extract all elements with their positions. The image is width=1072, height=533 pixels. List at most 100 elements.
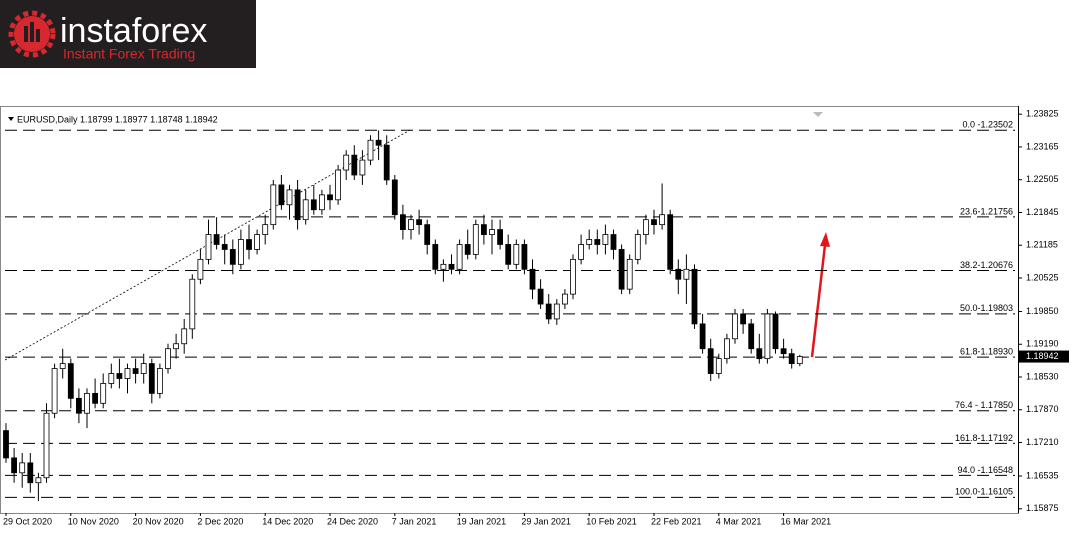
candle-body (335, 169, 342, 201)
y-tick-label: 1.15875 (1026, 503, 1059, 513)
candle-body (513, 244, 520, 265)
candle-body (327, 194, 333, 201)
candle-body (205, 234, 212, 260)
candle-body (367, 139, 374, 161)
y-tick-label: 1.21185 (1026, 240, 1058, 250)
candle-body (318, 194, 325, 211)
candle-body (310, 199, 317, 211)
candle-body (124, 368, 131, 379)
candle-body (553, 303, 560, 320)
x-tick-label: 16 Mar 2021 (781, 516, 832, 526)
candle-body (302, 199, 309, 221)
y-tick-label: 1.17870 (1026, 404, 1059, 414)
candle-body (659, 214, 665, 226)
shift-marker (813, 112, 823, 117)
candle-body (424, 224, 431, 245)
candle-body (594, 239, 601, 245)
candle-body (456, 244, 463, 270)
candle-body (756, 348, 763, 360)
candle-body (667, 214, 674, 270)
candle-body (772, 313, 779, 350)
y-tick-label: 1.22505 (1026, 174, 1059, 184)
candle-body (19, 462, 26, 474)
last-price-label: 1.18942 (1026, 351, 1059, 361)
candle-body (197, 258, 204, 280)
chart-header: EURUSD,Daily 1.18799 1.18977 1.18748 1.1… (17, 114, 218, 124)
candle-body (270, 184, 277, 226)
candle-body (173, 343, 180, 350)
fib-label: 76.4 - 1.17850 (955, 400, 1013, 410)
plot-frame (0, 106, 1019, 514)
candle-body (156, 368, 163, 394)
fib-label: 100.0-1.16105 (955, 487, 1013, 497)
candle-body (43, 412, 50, 479)
candle-body (537, 288, 544, 305)
candle-body (262, 224, 269, 235)
last-price-box (1019, 350, 1069, 363)
candle-body (3, 430, 9, 459)
logo-icon (8, 10, 56, 58)
candle-body (11, 457, 18, 474)
candle-body (108, 373, 115, 384)
candle-body (764, 313, 771, 360)
x-tick-label: 10 Nov 2020 (68, 516, 119, 526)
fib-label: 161.8-1.17192 (955, 433, 1013, 443)
candle-body (748, 323, 755, 350)
fib-label: 50.0-1.19803 (960, 303, 1013, 313)
candle-body (497, 229, 504, 245)
y-tick-label: 1.21845 (1026, 207, 1059, 217)
candle-body (59, 363, 66, 369)
x-tick-label: 10 Feb 2021 (586, 516, 637, 526)
candle-body (416, 219, 423, 226)
candle-body (586, 239, 593, 245)
x-tick-label: 29 Oct 2020 (3, 516, 52, 526)
candle-body (480, 224, 487, 235)
candle-body (254, 234, 261, 250)
candle-body (529, 268, 536, 290)
candle-body (472, 224, 479, 255)
candle-body (391, 179, 398, 216)
candle-body (643, 219, 649, 235)
candle-body (140, 363, 147, 374)
fib-label: 61.8-1.18930 (960, 347, 1013, 357)
candle-body (651, 219, 657, 226)
candle-body (383, 144, 390, 181)
candle-body (294, 189, 301, 221)
candle-body (278, 184, 285, 206)
candle-body (84, 392, 90, 414)
x-tick-label: 20 Nov 2020 (133, 516, 184, 526)
candle-body (610, 234, 617, 250)
candle-body (740, 313, 746, 325)
candle-body (76, 397, 82, 414)
candle-body (618, 249, 625, 290)
fib-label: 38.2-1.20676 (960, 260, 1013, 270)
candle-body (35, 477, 42, 484)
header-marker (8, 117, 14, 121)
candle-body (675, 268, 682, 280)
candle-body (67, 363, 74, 399)
candle-body (683, 268, 690, 280)
candle-body (796, 356, 803, 365)
candle-body (181, 328, 188, 345)
y-tick-label: 1.19190 (1026, 339, 1059, 349)
fib-label: 94.0 -1.16548 (957, 465, 1013, 475)
x-tick-label: 22 Feb 2021 (651, 516, 702, 526)
candle-body (489, 229, 495, 235)
candle-body (165, 348, 171, 369)
candle-body (707, 348, 714, 374)
candle-body (100, 383, 107, 404)
candle-body (51, 368, 58, 414)
candle-body (132, 368, 139, 374)
x-tick-label: 14 Dec 2020 (262, 516, 313, 526)
candle-body (408, 219, 414, 230)
candle-body (780, 348, 787, 355)
candle-body (229, 249, 236, 265)
y-tick-label: 1.20525 (1026, 272, 1059, 282)
candle-body (464, 244, 471, 255)
candle-body (246, 239, 252, 250)
candle-body (724, 338, 730, 360)
logo-name: instaforex (60, 12, 207, 50)
y-tick-label: 1.17210 (1026, 437, 1059, 447)
candle-body (375, 139, 382, 146)
